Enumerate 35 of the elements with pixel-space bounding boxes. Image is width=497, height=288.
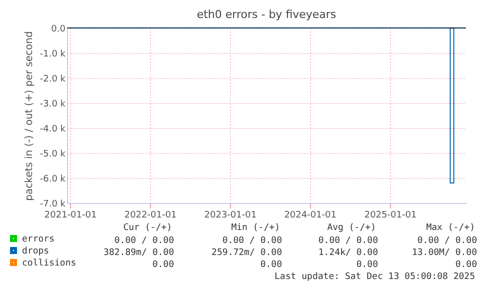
y-tick-label: -5.0 k — [40, 150, 66, 160]
y-tick-label: -7.0 k — [40, 200, 66, 210]
text: 0.00 / 0.00 — [222, 236, 282, 246]
legend-label: collisions — [22, 258, 76, 268]
text: Last update: Sat Dec 13 05:00:08 2025 — [274, 272, 475, 282]
text: 0.00 / 0.00 — [318, 236, 378, 246]
text: Avg (-/+) — [327, 223, 376, 233]
text: 0.00 — [152, 260, 174, 270]
y-tick-label: -4.0 k — [40, 124, 66, 134]
legend-label: drops — [22, 246, 50, 256]
chart-title: eth0 errors - by fiveyears — [196, 8, 336, 21]
text: 0.00 — [455, 260, 477, 270]
text: 1.24k/ 0.00 — [318, 248, 378, 258]
text: Cur (-/+) — [123, 223, 172, 233]
y-tick-label: -1.0 k — [40, 50, 66, 60]
text: Min (-/+) — [231, 223, 280, 233]
y-tick-label: -3.0 k — [40, 100, 66, 110]
text: 0.00 — [356, 260, 378, 270]
text: 0.00 — [260, 260, 282, 270]
text: 382.89m/ 0.00 — [104, 248, 174, 258]
y-axis-title: packets in (-) / out (+) per second — [24, 31, 35, 201]
text: 0.00 / 0.00 — [114, 236, 174, 246]
x-tick-label: 2021-01-01 — [44, 210, 97, 220]
y-tick-label: -2.0 k — [40, 74, 66, 84]
legend-label: errors — [22, 234, 55, 244]
x-tick-label: 2023-01-01 — [204, 210, 257, 220]
y-tick-label: 0.0 — [51, 24, 66, 34]
x-tick-label: 2025-01-01 — [364, 210, 417, 220]
text: 0.00 / 0.00 — [417, 236, 477, 246]
text: Max (-/+) — [426, 223, 475, 233]
x-tick-label: 2022-01-01 — [124, 210, 177, 220]
x-tick-label: 2024-01-01 — [284, 210, 337, 220]
text: 259.72m/ 0.00 — [212, 248, 282, 258]
y-tick-label: -6.0 k — [40, 174, 66, 184]
text: 13.00M/ 0.00 — [412, 248, 477, 258]
